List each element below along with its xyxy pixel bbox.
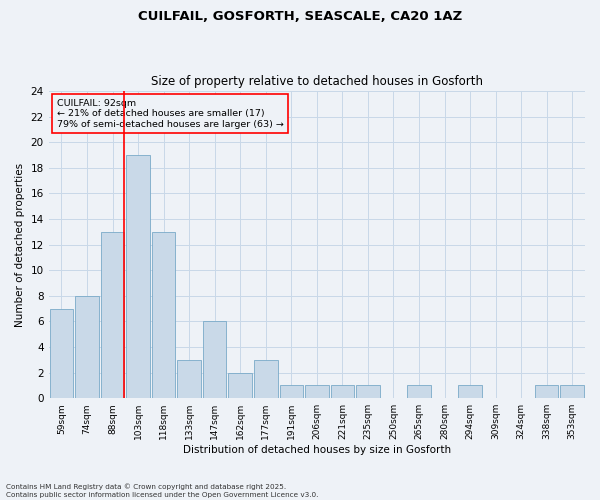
Text: Contains HM Land Registry data © Crown copyright and database right 2025.
Contai: Contains HM Land Registry data © Crown c… [6, 484, 319, 498]
Bar [50, 308, 73, 398]
Bar [101, 232, 124, 398]
Text: CUILFAIL: 92sqm
← 21% of detached houses are smaller (17)
79% of semi-detached h: CUILFAIL: 92sqm ← 21% of detached houses… [57, 98, 284, 128]
Bar [152, 232, 175, 398]
Bar [203, 322, 226, 398]
X-axis label: Distribution of detached houses by size in Gosforth: Distribution of detached houses by size … [183, 445, 451, 455]
Bar [305, 386, 329, 398]
Bar [75, 296, 99, 398]
Bar [229, 372, 252, 398]
Bar [331, 386, 354, 398]
Bar [280, 386, 303, 398]
Bar [535, 386, 559, 398]
Title: Size of property relative to detached houses in Gosforth: Size of property relative to detached ho… [151, 76, 483, 88]
Text: CUILFAIL, GOSFORTH, SEASCALE, CA20 1AZ: CUILFAIL, GOSFORTH, SEASCALE, CA20 1AZ [138, 10, 462, 23]
Bar [254, 360, 278, 398]
Bar [356, 386, 380, 398]
Bar [407, 386, 431, 398]
Bar [178, 360, 201, 398]
Bar [560, 386, 584, 398]
Y-axis label: Number of detached properties: Number of detached properties [15, 162, 25, 326]
Bar [127, 155, 150, 398]
Bar [458, 386, 482, 398]
